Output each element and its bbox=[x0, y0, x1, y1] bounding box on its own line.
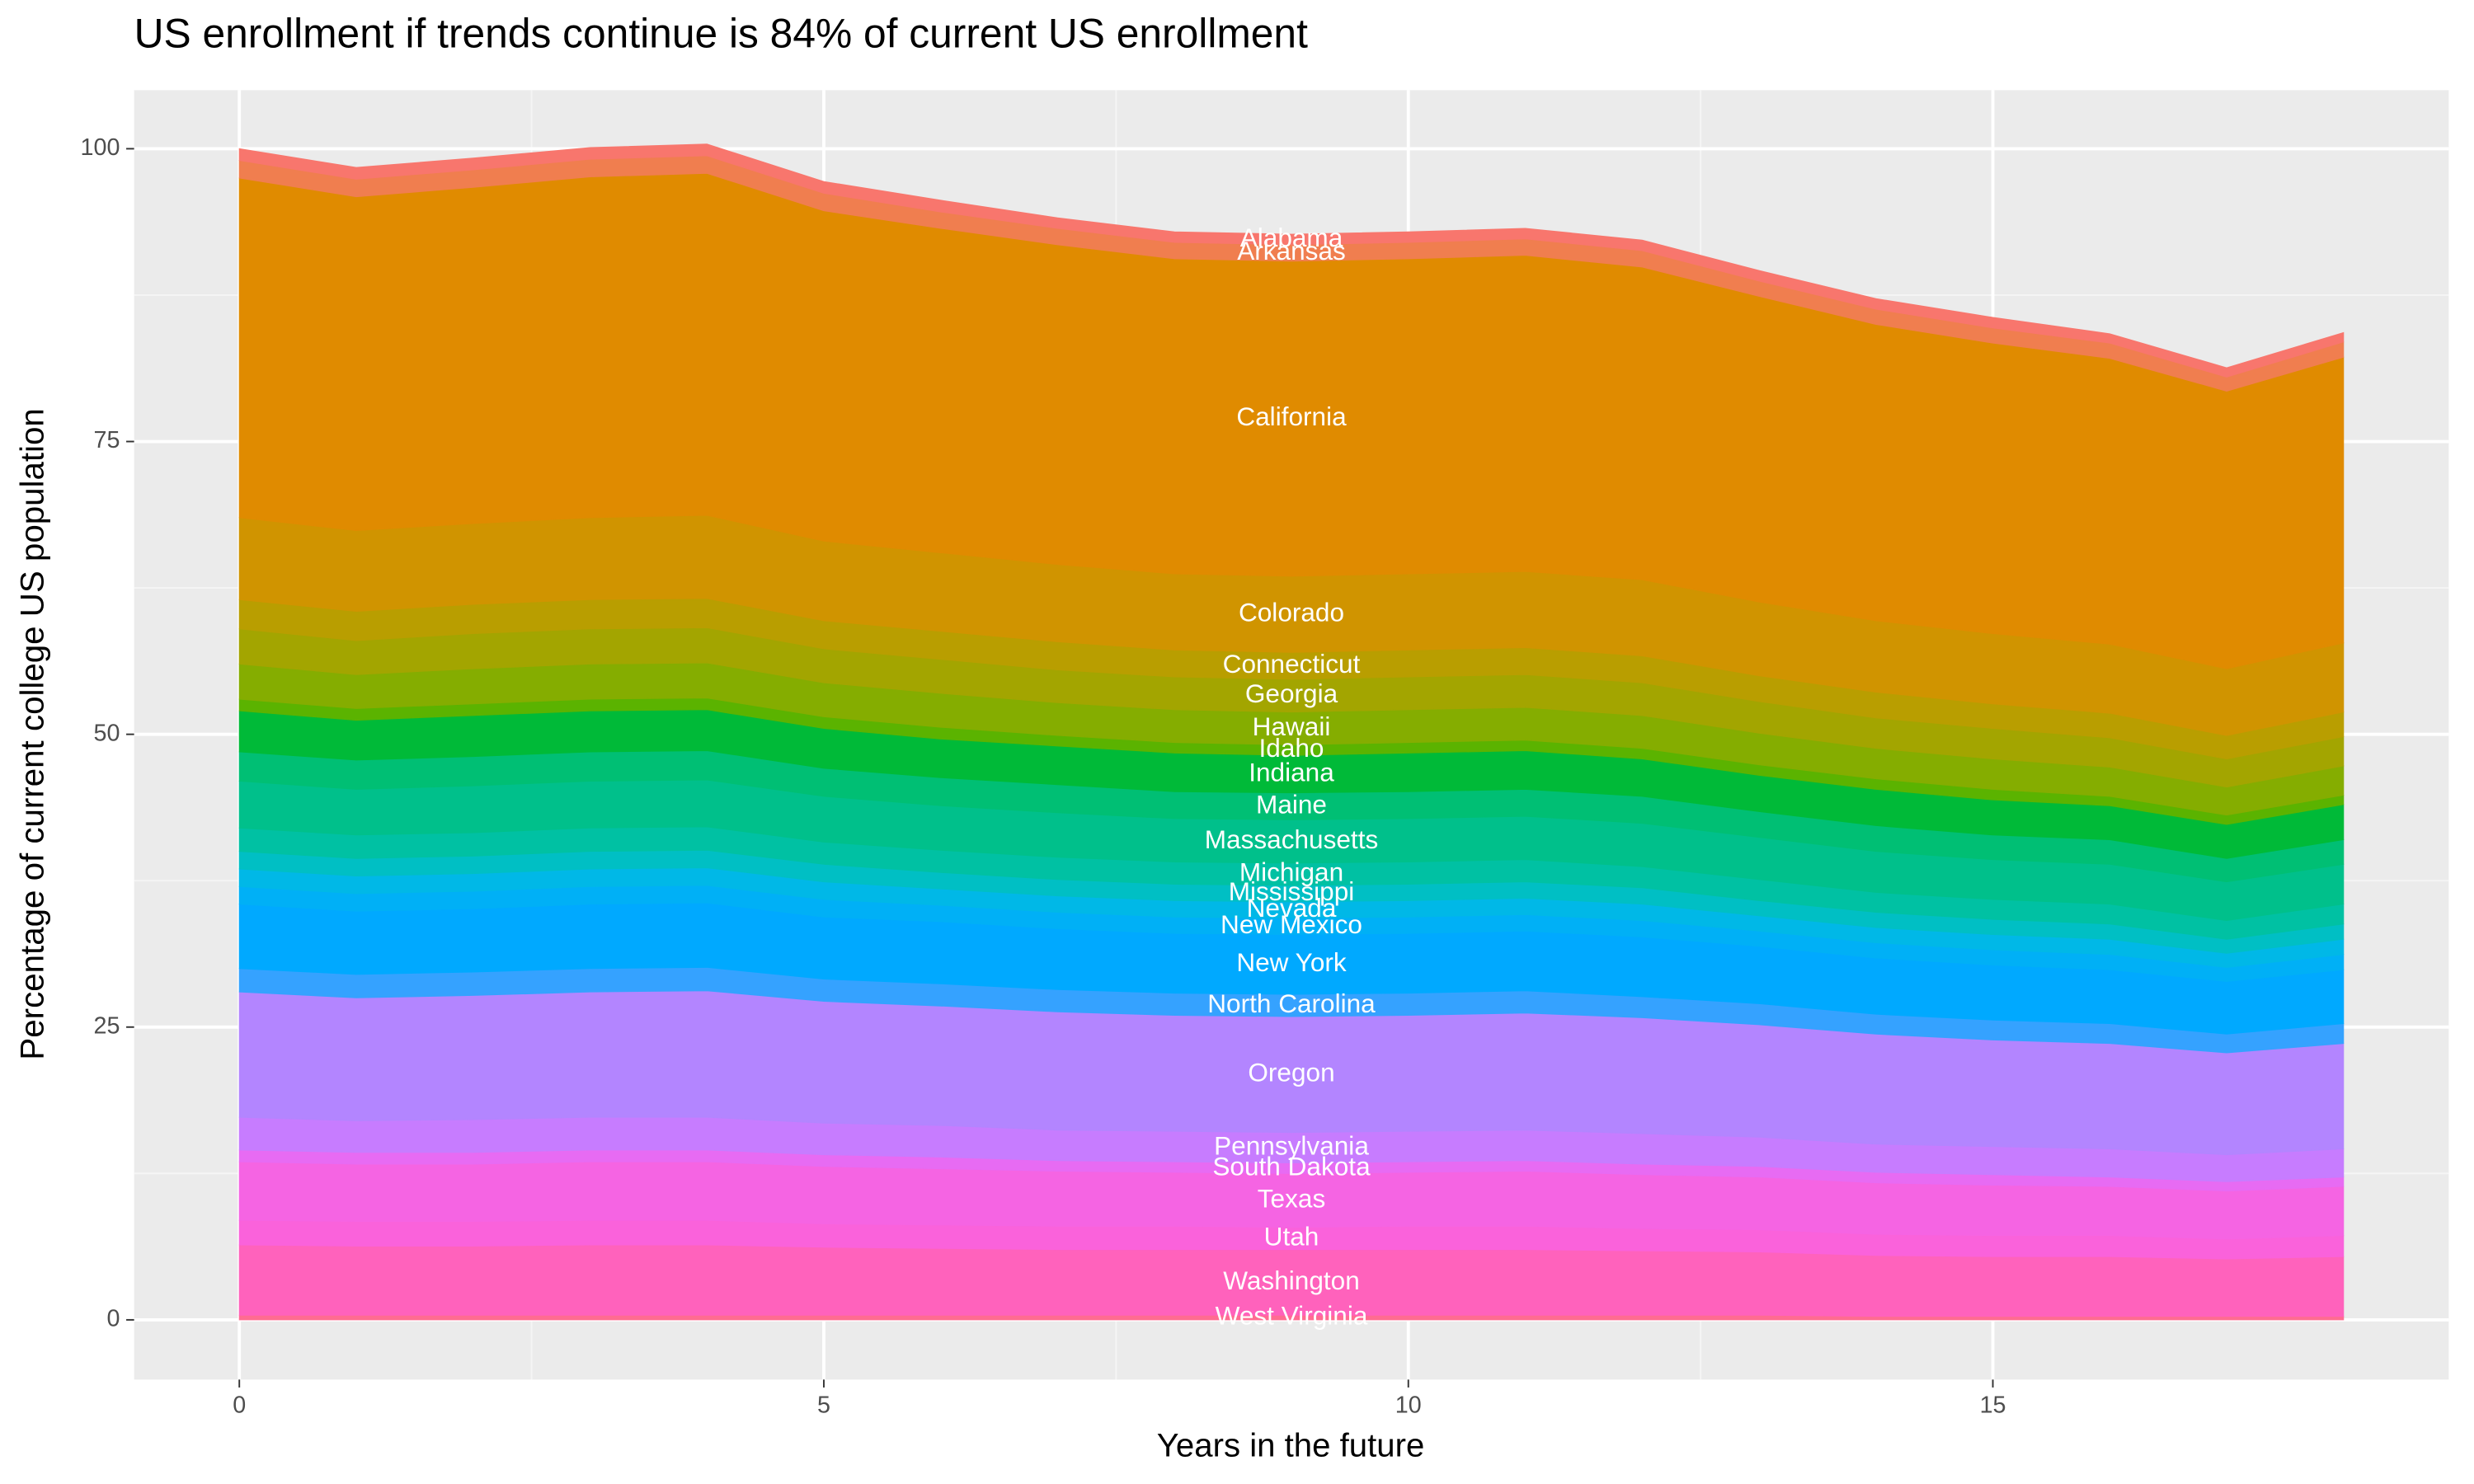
series-label: Hawaii bbox=[1253, 711, 1331, 741]
series-label: Maine bbox=[1256, 789, 1327, 819]
series-label: West Virginia bbox=[1216, 1300, 1368, 1330]
x-tick-label: 15 bbox=[1980, 1392, 2006, 1419]
chart-title: US enrollment if trends continue is 84% … bbox=[134, 10, 1308, 56]
series-label: Oregon bbox=[1248, 1058, 1334, 1087]
x-tick-label: 0 bbox=[233, 1392, 246, 1419]
x-axis-title: Years in the future bbox=[1157, 1426, 1424, 1463]
series-label: Washington bbox=[1223, 1266, 1360, 1295]
series-label: Colorado bbox=[1239, 597, 1344, 627]
series-label: Nevada bbox=[1247, 893, 1337, 923]
series-label: Mississippi bbox=[1229, 876, 1355, 906]
x-tick-label: 10 bbox=[1395, 1392, 1422, 1419]
series-label: Alabama bbox=[1240, 223, 1343, 252]
series-label: Texas bbox=[1258, 1183, 1325, 1213]
series-label: Michigan bbox=[1239, 857, 1343, 887]
series-label: Georgia bbox=[1245, 679, 1338, 708]
area bbox=[238, 143, 2345, 378]
y-tick-label: 25 bbox=[93, 1012, 120, 1039]
series-label: Massachusetts bbox=[1205, 824, 1379, 854]
y-tick-label: 100 bbox=[81, 134, 120, 161]
series-label: Connecticut bbox=[1223, 649, 1361, 679]
y-axis-title: Percentage of current college US populat… bbox=[14, 408, 51, 1059]
series-label: Utah bbox=[1264, 1221, 1319, 1251]
series-label: Arkansas bbox=[1237, 236, 1346, 265]
series-label: South Dakota bbox=[1212, 1151, 1371, 1181]
y-tick-label: 0 bbox=[106, 1305, 120, 1331]
series-label: Indiana bbox=[1249, 757, 1334, 787]
series-label: New York bbox=[1236, 947, 1347, 977]
series-label: North Carolina bbox=[1207, 989, 1376, 1018]
y-tick-label: 75 bbox=[93, 427, 120, 453]
series-label: New Mexico bbox=[1221, 909, 1362, 939]
series-label: Pennsylvania bbox=[1214, 1130, 1369, 1160]
y-tick-label: 50 bbox=[93, 720, 120, 746]
series-label: Idaho bbox=[1259, 733, 1324, 763]
series-label: California bbox=[1236, 402, 1347, 431]
x-tick-label: 5 bbox=[817, 1392, 830, 1419]
